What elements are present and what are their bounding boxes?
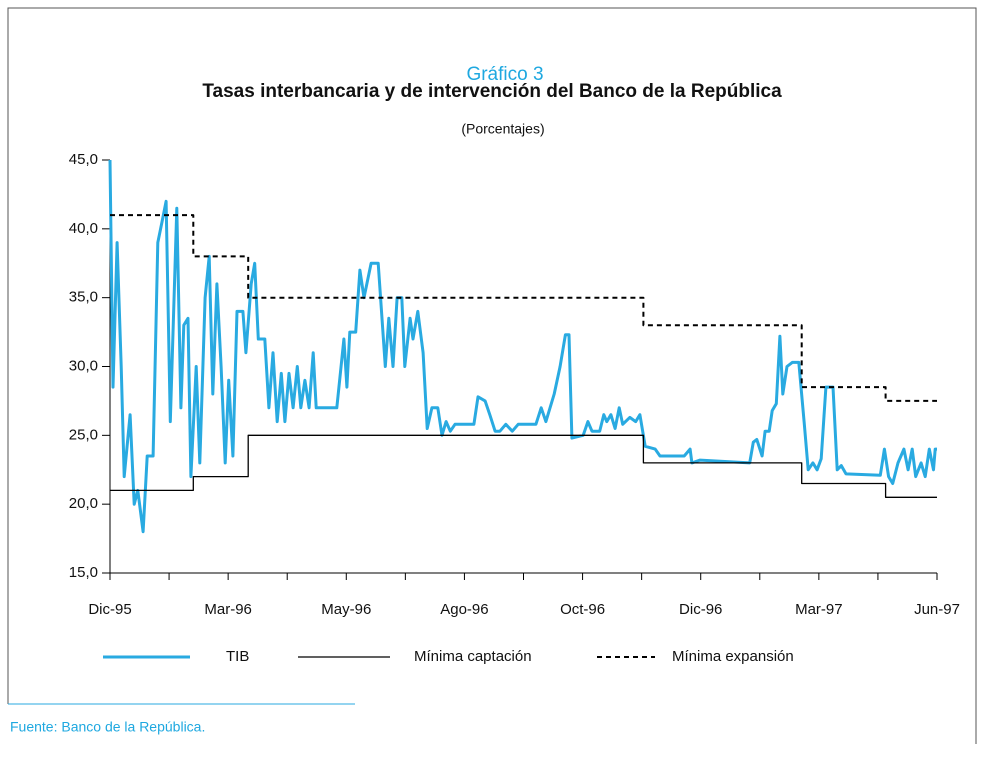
x-tick-label: Jun-97: [914, 601, 960, 618]
x-tick-label: Mar-97: [795, 601, 843, 618]
x-tick-label: Ago-96: [440, 601, 488, 618]
legend-label: TIB: [226, 648, 249, 665]
x-tick-label: Oct-96: [560, 601, 605, 618]
frame: [7, 7, 977, 744]
y-axis-label: (Porcentajes): [461, 121, 544, 137]
x-tick-label: Dic-96: [679, 601, 722, 618]
series-line: [108, 159, 937, 534]
y-tick-label: 15,0: [69, 564, 98, 581]
x-tick-label: Dic-95: [88, 601, 131, 618]
y-tick-label: 35,0: [69, 289, 98, 306]
x-tick-label: Mar-96: [204, 601, 252, 618]
chart-title: Gráfico 3: [466, 64, 543, 85]
y-tick-label: 30,0: [69, 357, 98, 374]
y-tick-label: 45,0: [69, 151, 98, 168]
legend-label: Mínima captación: [414, 648, 532, 665]
legend-label: Mínima expansión: [672, 648, 794, 665]
x-tick-label: May-96: [321, 601, 371, 618]
source: Fuente: Banco de la República.: [10, 719, 205, 735]
series-line: [110, 434, 937, 498]
chart-subtitle: Tasas interbancaria y de intervención de…: [202, 81, 782, 102]
y-tick-label: 25,0: [69, 426, 98, 443]
series-line: [110, 214, 937, 402]
y-tick-label: 40,0: [69, 220, 98, 237]
y-tick-label: 20,0: [69, 495, 98, 512]
